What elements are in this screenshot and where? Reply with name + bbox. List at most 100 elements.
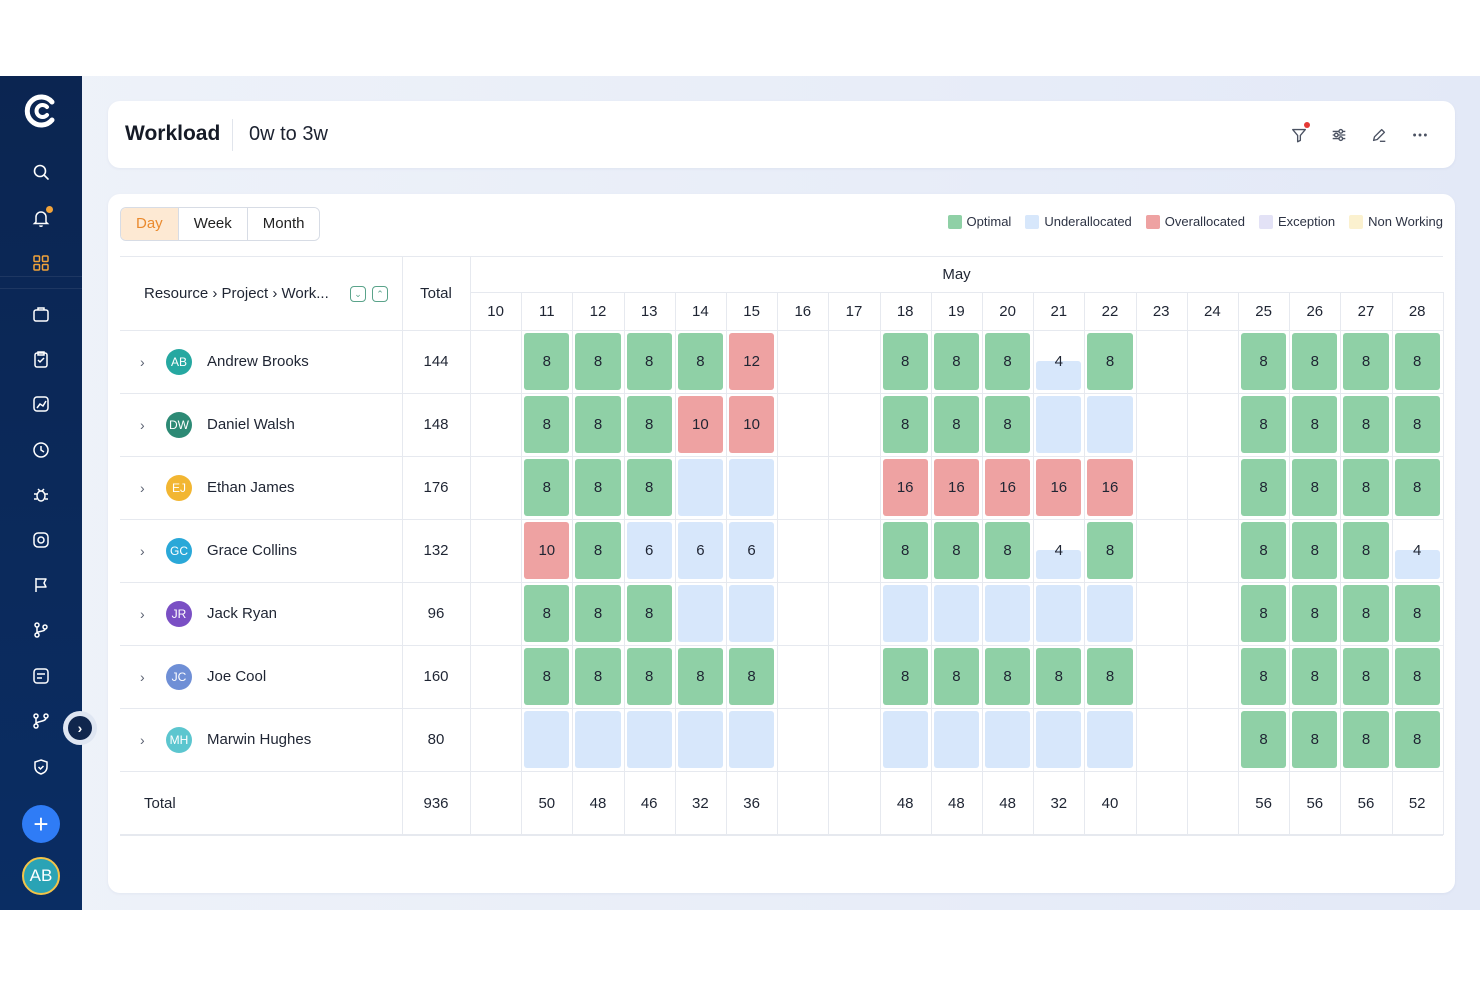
underallocated-cell[interactable] bbox=[677, 711, 723, 768]
optimal-cell[interactable]: 8 bbox=[1343, 711, 1389, 768]
expand-row-icon[interactable]: › bbox=[140, 353, 145, 370]
optimal-cell[interactable]: 8 bbox=[524, 396, 570, 453]
optimal-cell[interactable]: 8 bbox=[1343, 648, 1389, 705]
optimal-cell[interactable]: 8 bbox=[933, 396, 979, 453]
edit-icon[interactable] bbox=[1368, 124, 1390, 146]
optimal-cell[interactable]: 8 bbox=[626, 459, 672, 516]
underallocated-cell[interactable] bbox=[933, 711, 979, 768]
optimal-cell[interactable]: 8 bbox=[1087, 648, 1133, 705]
underallocated-cell[interactable]: 6 bbox=[626, 522, 672, 579]
optimal-cell[interactable]: 8 bbox=[1292, 648, 1338, 705]
optimal-cell[interactable]: 8 bbox=[1241, 648, 1287, 705]
date-range[interactable]: 0w to 3w bbox=[249, 123, 328, 145]
optimal-cell[interactable]: 8 bbox=[524, 459, 570, 516]
optimal-cell[interactable]: 8 bbox=[626, 585, 672, 642]
target-icon[interactable] bbox=[29, 528, 53, 552]
expand-sidebar-button[interactable]: › bbox=[63, 711, 97, 745]
underallocated-cell[interactable] bbox=[524, 711, 570, 768]
optimal-cell[interactable]: 8 bbox=[626, 396, 672, 453]
bug-icon[interactable] bbox=[29, 483, 53, 507]
optimal-cell[interactable]: 8 bbox=[1394, 396, 1440, 453]
optimal-cell[interactable]: 8 bbox=[575, 459, 621, 516]
tab-month[interactable]: Month bbox=[246, 208, 320, 240]
flag-icon[interactable] bbox=[29, 573, 53, 597]
underallocated-cell[interactable] bbox=[1036, 396, 1082, 453]
optimal-cell[interactable]: 8 bbox=[575, 333, 621, 390]
optimal-cell[interactable]: 8 bbox=[1292, 459, 1338, 516]
underallocated-cell[interactable] bbox=[985, 585, 1031, 642]
optimal-cell[interactable]: 8 bbox=[1087, 333, 1133, 390]
overallocated-cell[interactable]: 10 bbox=[524, 522, 570, 579]
underallocated-cell[interactable] bbox=[677, 585, 723, 642]
underallocated-cell[interactable] bbox=[933, 585, 979, 642]
optimal-cell[interactable]: 8 bbox=[1343, 396, 1389, 453]
overallocated-cell[interactable]: 16 bbox=[1087, 459, 1133, 516]
optimal-cell[interactable]: 8 bbox=[933, 333, 979, 390]
apps-icon[interactable] bbox=[29, 251, 53, 275]
underallocated-cell[interactable] bbox=[1087, 396, 1133, 453]
expand-row-icon[interactable]: › bbox=[140, 731, 145, 748]
optimal-cell[interactable]: 8 bbox=[677, 333, 723, 390]
clipboard-icon[interactable] bbox=[29, 347, 53, 371]
underallocated-cell[interactable] bbox=[1087, 711, 1133, 768]
optimal-cell[interactable]: 8 bbox=[1241, 333, 1287, 390]
tab-week[interactable]: Week bbox=[177, 208, 247, 240]
expand-all-icon[interactable]: ⌃ bbox=[372, 286, 388, 302]
clock-icon[interactable] bbox=[29, 438, 53, 462]
optimal-cell[interactable]: 8 bbox=[1343, 585, 1389, 642]
expand-row-icon[interactable]: › bbox=[140, 416, 145, 433]
more-icon[interactable] bbox=[1409, 124, 1431, 146]
optimal-cell[interactable]: 8 bbox=[524, 333, 570, 390]
optimal-cell[interactable]: 8 bbox=[575, 648, 621, 705]
underallocated-cell[interactable] bbox=[1036, 585, 1082, 642]
optimal-cell[interactable]: 8 bbox=[933, 648, 979, 705]
overallocated-cell[interactable]: 16 bbox=[882, 459, 928, 516]
optimal-cell[interactable]: 8 bbox=[575, 522, 621, 579]
optimal-cell[interactable]: 8 bbox=[985, 333, 1031, 390]
underallocated-cell[interactable] bbox=[985, 711, 1031, 768]
optimal-cell[interactable]: 8 bbox=[933, 522, 979, 579]
overallocated-cell[interactable]: 12 bbox=[729, 333, 775, 390]
expand-row-icon[interactable]: › bbox=[140, 479, 145, 496]
optimal-cell[interactable]: 8 bbox=[985, 648, 1031, 705]
resource-row[interactable]: › EJ Ethan James bbox=[120, 456, 295, 519]
optimal-cell[interactable]: 8 bbox=[1241, 522, 1287, 579]
optimal-cell[interactable]: 8 bbox=[985, 522, 1031, 579]
resource-row[interactable]: › DW Daniel Walsh bbox=[120, 393, 295, 456]
expand-row-icon[interactable]: › bbox=[140, 668, 145, 685]
expand-row-icon[interactable]: › bbox=[140, 542, 145, 559]
optimal-cell[interactable]: 8 bbox=[882, 648, 928, 705]
report-icon[interactable] bbox=[29, 664, 53, 688]
optimal-cell[interactable]: 8 bbox=[1036, 648, 1082, 705]
chart-icon[interactable] bbox=[29, 392, 53, 416]
underallocated-cell[interactable] bbox=[882, 711, 928, 768]
optimal-cell[interactable]: 8 bbox=[524, 648, 570, 705]
filter-icon[interactable] bbox=[1288, 122, 1310, 146]
underallocated-cell[interactable] bbox=[882, 585, 928, 642]
underallocated-cell[interactable] bbox=[1087, 585, 1133, 642]
underallocated-cell[interactable]: 6 bbox=[729, 522, 775, 579]
optimal-cell[interactable]: 8 bbox=[985, 396, 1031, 453]
overallocated-cell[interactable]: 16 bbox=[985, 459, 1031, 516]
resource-row[interactable]: › AB Andrew Brooks bbox=[120, 330, 309, 393]
resource-row[interactable]: › JC Joe Cool bbox=[120, 645, 266, 708]
optimal-cell[interactable]: 8 bbox=[1394, 711, 1440, 768]
optimal-cell[interactable]: 8 bbox=[882, 396, 928, 453]
user-avatar[interactable]: AB bbox=[22, 857, 60, 895]
optimal-cell[interactable]: 8 bbox=[1292, 711, 1338, 768]
resource-row[interactable]: › JR Jack Ryan bbox=[120, 582, 277, 645]
optimal-cell[interactable]: 8 bbox=[1394, 459, 1440, 516]
settings-sliders-icon[interactable] bbox=[1328, 124, 1350, 146]
add-button[interactable]: + bbox=[22, 805, 60, 843]
optimal-cell[interactable]: 8 bbox=[524, 585, 570, 642]
optimal-cell[interactable]: 8 bbox=[626, 648, 672, 705]
briefcase-icon[interactable] bbox=[29, 302, 53, 326]
optimal-cell[interactable]: 8 bbox=[1241, 396, 1287, 453]
optimal-cell[interactable]: 8 bbox=[575, 585, 621, 642]
shield-icon[interactable] bbox=[29, 755, 53, 779]
git-icon[interactable] bbox=[29, 709, 53, 733]
app-logo[interactable] bbox=[23, 93, 59, 129]
optimal-cell[interactable]: 8 bbox=[729, 648, 775, 705]
tab-day[interactable]: Day bbox=[121, 208, 178, 240]
collapse-all-icon[interactable]: ⌄ bbox=[350, 286, 366, 302]
